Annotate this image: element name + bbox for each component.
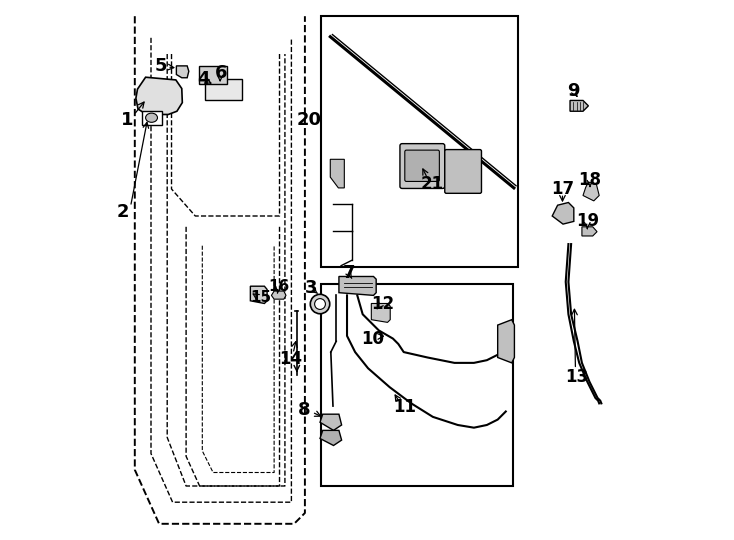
Polygon shape xyxy=(570,100,589,111)
Bar xyxy=(321,16,518,267)
Text: 9: 9 xyxy=(567,82,580,100)
Text: 18: 18 xyxy=(578,171,602,189)
Text: 20: 20 xyxy=(297,111,321,129)
Text: 14: 14 xyxy=(279,350,302,368)
Text: 21: 21 xyxy=(421,174,443,193)
Bar xyxy=(142,111,161,125)
Text: 16: 16 xyxy=(268,279,289,294)
Polygon shape xyxy=(272,291,286,299)
Polygon shape xyxy=(320,430,341,445)
Polygon shape xyxy=(330,159,344,188)
Text: 15: 15 xyxy=(250,290,271,305)
Polygon shape xyxy=(498,320,515,363)
Bar xyxy=(198,66,227,84)
Polygon shape xyxy=(371,303,390,322)
Text: 6: 6 xyxy=(214,64,227,82)
Text: 13: 13 xyxy=(565,368,588,386)
Text: 8: 8 xyxy=(297,401,310,420)
Polygon shape xyxy=(176,66,189,78)
Text: 11: 11 xyxy=(393,397,416,416)
Text: 17: 17 xyxy=(551,180,574,198)
Polygon shape xyxy=(583,182,599,201)
Circle shape xyxy=(310,294,330,314)
Polygon shape xyxy=(320,414,341,430)
FancyBboxPatch shape xyxy=(445,150,482,193)
FancyBboxPatch shape xyxy=(400,144,445,188)
Text: 3: 3 xyxy=(305,279,317,297)
Text: 19: 19 xyxy=(575,212,599,231)
Bar xyxy=(205,79,241,100)
Circle shape xyxy=(315,299,325,309)
Polygon shape xyxy=(582,227,597,236)
Text: 1: 1 xyxy=(120,111,133,129)
Polygon shape xyxy=(250,286,267,303)
Text: 7: 7 xyxy=(343,264,355,282)
FancyBboxPatch shape xyxy=(404,150,440,181)
Polygon shape xyxy=(552,202,574,224)
Ellipse shape xyxy=(145,113,158,122)
Bar xyxy=(321,284,513,486)
Text: 2: 2 xyxy=(117,203,129,221)
Text: 12: 12 xyxy=(371,295,395,313)
Polygon shape xyxy=(339,276,377,295)
Polygon shape xyxy=(136,77,182,114)
Text: 4: 4 xyxy=(197,70,210,88)
Text: 10: 10 xyxy=(361,329,384,348)
Text: 5: 5 xyxy=(154,57,167,76)
